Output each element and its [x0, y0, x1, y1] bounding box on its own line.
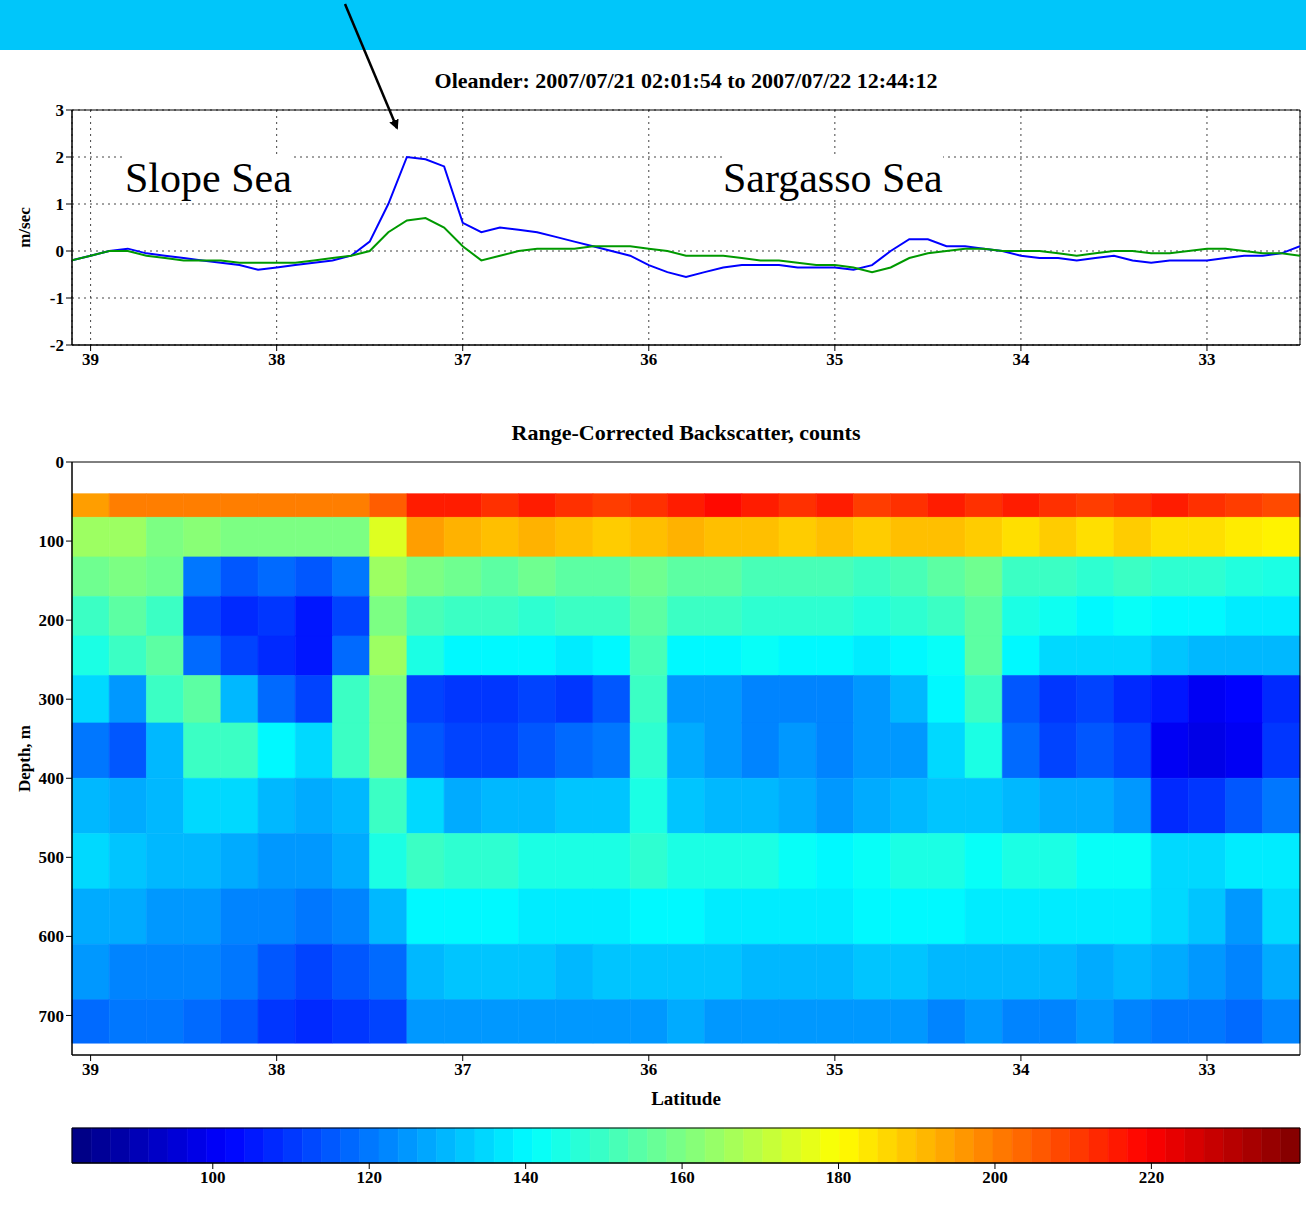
svg-text:39: 39 — [82, 350, 99, 369]
svg-text:m/sec: m/sec — [15, 207, 34, 248]
svg-text:34: 34 — [1012, 1060, 1030, 1079]
svg-text:37: 37 — [454, 350, 472, 369]
svg-text:-1: -1 — [50, 289, 64, 308]
svg-text:34: 34 — [1012, 350, 1030, 369]
svg-text:39: 39 — [82, 1060, 99, 1079]
svg-text:2: 2 — [56, 148, 65, 167]
svg-text:35: 35 — [826, 350, 843, 369]
svg-text:140: 140 — [513, 1168, 539, 1187]
svg-text:220: 220 — [1139, 1168, 1165, 1187]
svg-text:400: 400 — [39, 769, 65, 788]
svg-text:180: 180 — [826, 1168, 852, 1187]
svg-text:-2: -2 — [50, 336, 64, 355]
svg-text:100: 100 — [200, 1168, 226, 1187]
html-text:Range-Corrected Backscatter, c: Range-Corrected Backscatter, counts — [511, 420, 861, 445]
svg-text:0: 0 — [56, 242, 65, 261]
svg-text:160: 160 — [669, 1168, 695, 1187]
svg-text:33: 33 — [1198, 1060, 1215, 1079]
svg-text:Depth, m: Depth, m — [15, 725, 34, 792]
svg-text:38: 38 — [268, 350, 285, 369]
svg-text:700: 700 — [39, 1007, 65, 1026]
html-text:Slope Sea: Slope Sea — [125, 155, 292, 201]
svg-text:100: 100 — [39, 532, 65, 551]
svg-text:1: 1 — [56, 195, 65, 214]
svg-text:3: 3 — [56, 101, 65, 120]
svg-text:38: 38 — [268, 1060, 285, 1079]
svg-text:300: 300 — [39, 690, 65, 709]
svg-text:33: 33 — [1198, 350, 1215, 369]
svg-text:200: 200 — [982, 1168, 1008, 1187]
svg-text:Latitude: Latitude — [651, 1088, 721, 1109]
svg-text:36: 36 — [640, 1060, 657, 1079]
svg-text:600: 600 — [39, 927, 65, 946]
svg-text:500: 500 — [39, 848, 65, 867]
svg-text:35: 35 — [826, 1060, 843, 1079]
svg-text:0: 0 — [56, 453, 65, 472]
svg-text:200: 200 — [39, 611, 65, 630]
svg-text:36: 36 — [640, 350, 657, 369]
html-text:Oleander: 2007/07/21 02:01:54: Oleander: 2007/07/21 02:01:54 to 2007/07… — [434, 68, 938, 93]
svg-text:120: 120 — [356, 1168, 382, 1187]
html-text:Sargasso Sea: Sargasso Sea — [723, 155, 943, 201]
svg-text:37: 37 — [454, 1060, 472, 1079]
